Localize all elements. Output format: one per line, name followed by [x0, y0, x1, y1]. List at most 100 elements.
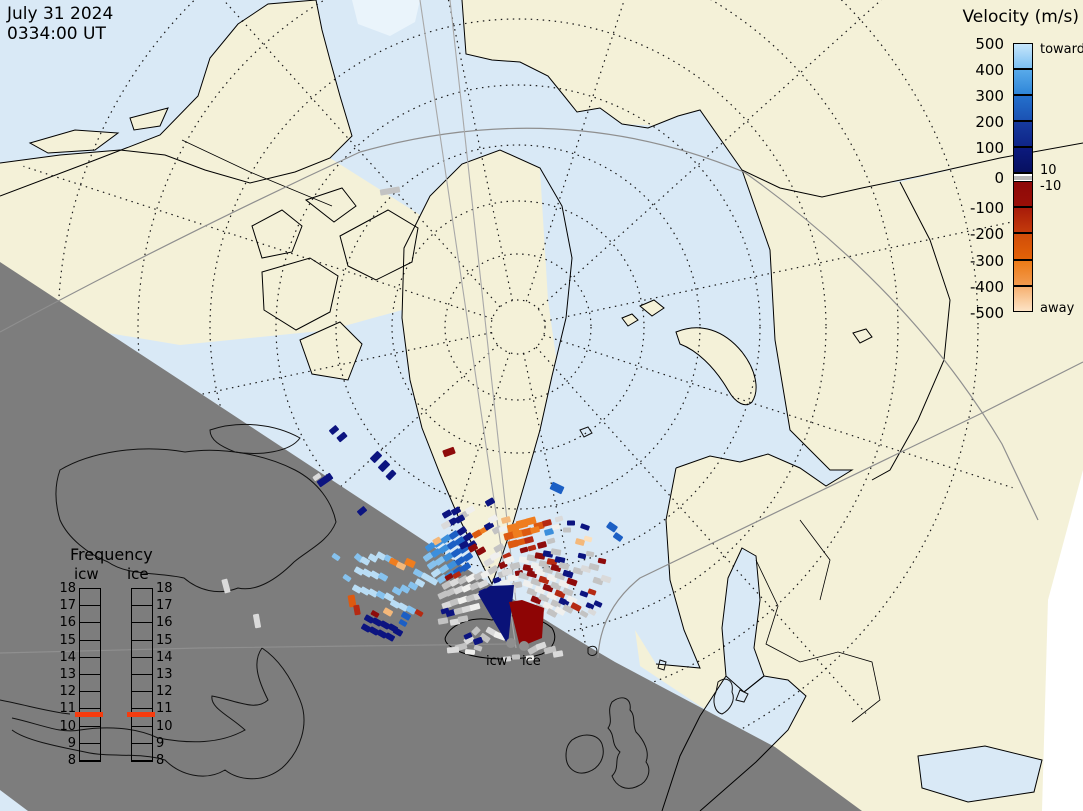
velocity-cell: [537, 541, 547, 549]
velocity-tick-label: 200: [975, 113, 1004, 131]
velocity-cell: [400, 611, 412, 621]
velocity-cell: [524, 536, 534, 544]
night-coastline: [209, 423, 301, 454]
velocity-cell: [577, 552, 587, 560]
velocity-cell: [437, 590, 449, 600]
velocity-cell: [542, 601, 554, 611]
velocity-cell: [518, 572, 530, 580]
velocity-cell: [367, 553, 379, 563]
velocity-cell: [449, 618, 461, 626]
velocity-cell: [526, 587, 538, 597]
velocity-tick-label: 100: [975, 139, 1004, 157]
velocity-cell: [360, 623, 372, 633]
frequency-bar-cell: [132, 692, 152, 710]
frequency-tick-label: 16: [59, 615, 76, 631]
velocity-cell: [592, 576, 604, 586]
latitude-circle: [391, 200, 645, 454]
night-coastline: [565, 734, 604, 774]
velocity-tick-label: 500: [975, 35, 1004, 53]
velocity-cell: [471, 529, 483, 539]
velocity-cell: [398, 619, 408, 627]
velocity-cell: [434, 556, 446, 566]
frequency-bar-cell: [132, 606, 152, 624]
velocity-colorbar-segment: [1013, 285, 1033, 312]
frequency-bar-cell: [80, 606, 100, 624]
velocity-cell: [502, 656, 512, 662]
velocity-cell: [382, 607, 394, 617]
velocity-cell: [375, 551, 387, 561]
velocity-cell: [566, 577, 578, 587]
meridian-line: [535, 346, 867, 714]
velocity-tick-label: 0: [994, 169, 1004, 187]
frequency-column-label-ice: ice: [127, 565, 149, 583]
frequency-column-label-icw: icw: [74, 565, 99, 583]
island: [676, 327, 757, 405]
velocity-cell: [507, 539, 519, 549]
velocity-cell: [549, 481, 565, 495]
coastline: [339, 209, 419, 281]
velocity-cell: [542, 566, 554, 574]
velocity-cell: [379, 620, 391, 630]
frequency-bar-icw: [79, 588, 101, 762]
frequency-bar-cell: [80, 675, 100, 693]
meridian-line: [222, 0, 501, 308]
frequency-tick-label: 11: [59, 701, 76, 717]
coastline: [639, 299, 665, 317]
velocity-cell: [399, 584, 411, 594]
velocity-cell: [498, 525, 508, 533]
velocity-cell: [464, 505, 476, 515]
island: [848, 345, 862, 356]
velocity-cell: [585, 602, 595, 610]
velocity-cell: [530, 595, 542, 605]
velocity-cell: [378, 460, 390, 472]
velocity-cell: [554, 556, 566, 564]
meridian-line: [525, 0, 625, 302]
radar-site-label-icw: icw: [486, 654, 508, 669]
velocity-cell: [442, 552, 454, 562]
landmass: [252, 210, 302, 258]
political-border: [799, 519, 831, 601]
velocity-cell: [521, 527, 533, 537]
velocity-cell: [554, 606, 566, 616]
velocity-cell: [579, 610, 589, 618]
velocity-cell: [329, 425, 339, 435]
velocity-cell: [467, 543, 479, 553]
frequency-tick-label: 9: [156, 735, 165, 751]
coastline: [251, 209, 303, 259]
velocity-cell: [469, 603, 481, 611]
velocity-cell: [538, 575, 550, 585]
frequency-bar-cell: [132, 658, 152, 675]
meridian-line: [447, 0, 513, 301]
velocity-cell: [454, 556, 466, 566]
velocity-cell: [511, 654, 521, 660]
landmass: [30, 130, 118, 153]
velocity-cell: [436, 574, 448, 584]
night-coastline: [579, 426, 593, 438]
velocity-cell: [462, 552, 474, 562]
velocity-cell: [440, 607, 450, 615]
coastline: [304, 187, 357, 223]
latitude-circle: [335, 144, 701, 510]
landmass: [340, 210, 418, 280]
velocity-cell: [449, 577, 461, 587]
velocity-cell: [484, 497, 496, 507]
velocity-cell: [383, 592, 395, 602]
velocity-cell: [588, 563, 600, 571]
night-terminator-shade: [0, 262, 862, 811]
geomagnetic-line: [597, 361, 1083, 659]
velocity-cell: [357, 506, 367, 516]
velocity-cell: [538, 560, 550, 568]
velocity-colorbar-segment: [1013, 181, 1033, 208]
velocity-cell: [457, 615, 469, 623]
frequency-tick-label: 8: [156, 753, 165, 768]
velocity-cell: [563, 527, 571, 533]
velocity-cell: [430, 548, 442, 558]
coastline: [401, 149, 573, 586]
coastline: [28, 129, 120, 154]
velocity-cell: [347, 594, 357, 608]
velocity-cell: [487, 565, 499, 575]
velocity-cell: [424, 542, 436, 552]
velocity-cell: [414, 578, 426, 588]
frequency-bar-cell: [80, 709, 100, 727]
